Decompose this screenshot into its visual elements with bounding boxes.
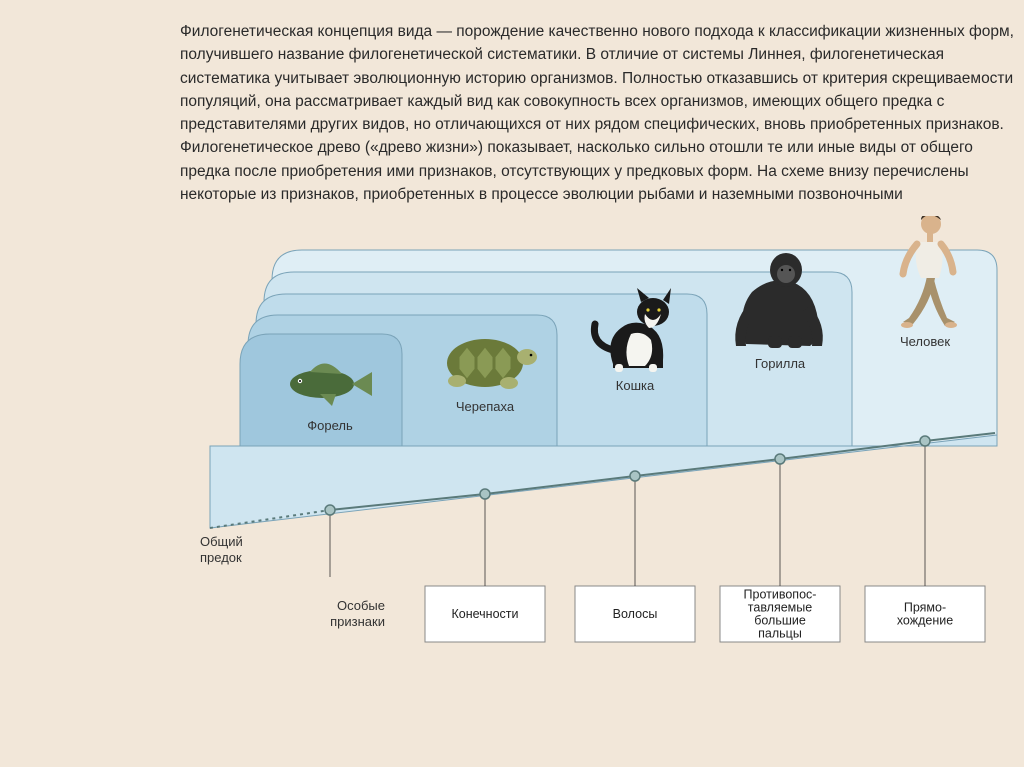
trait-text: тавляемые [748, 601, 812, 615]
lineage-node [920, 436, 930, 446]
traits-label: признаки [330, 614, 385, 629]
traits-label: Особые [337, 598, 385, 613]
lineage-node [480, 489, 490, 499]
trait-text: пальцы [758, 627, 802, 641]
ancestor-label: предок [200, 550, 242, 565]
trait-text: Прямо- [904, 601, 946, 615]
trait-text: Волосы [613, 607, 658, 621]
description-paragraph: Филогенетическая концепция вида — порожд… [180, 20, 1024, 206]
species-label: Человек [900, 334, 950, 349]
trait-text: большие [754, 614, 806, 628]
trait-text: хождение [897, 614, 953, 628]
lineage-node [630, 471, 640, 481]
lineage-node [325, 505, 335, 515]
phylogenetic-diagram: Общийпредок Форель Черепаха Кошка Горилла Чел… [180, 216, 1010, 656]
species-label: Горилла [755, 356, 806, 371]
trait-text: Противопос- [744, 588, 817, 602]
ancestor-label: Общий [200, 534, 243, 549]
species-label: Форель [307, 418, 353, 433]
species-label: Черепаха [456, 399, 515, 414]
species-label: Кошка [616, 378, 655, 393]
lineage-node [775, 454, 785, 464]
trait-text: Конечности [452, 607, 519, 621]
